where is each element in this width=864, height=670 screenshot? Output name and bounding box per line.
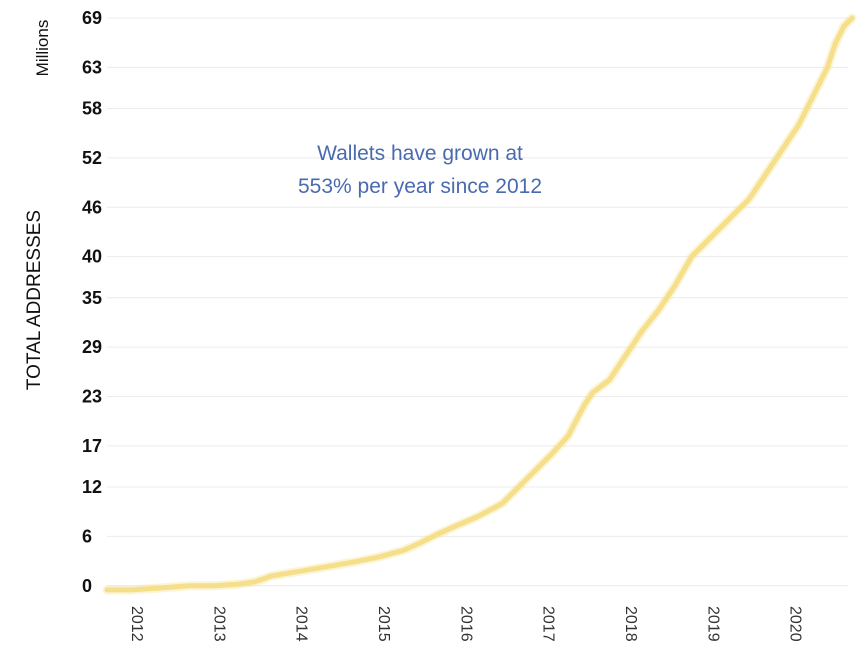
data-point xyxy=(319,565,324,570)
y-axis-units: Millions xyxy=(33,20,52,77)
data-point xyxy=(673,283,678,288)
x-tick-label: 2014 xyxy=(293,606,310,642)
x-tick-label: 2020 xyxy=(787,606,804,642)
data-point xyxy=(533,468,538,473)
x-tick-label: 2017 xyxy=(540,606,557,642)
x-tick-label: 2012 xyxy=(128,606,145,642)
y-tick-label: 17 xyxy=(82,436,102,456)
data-point xyxy=(714,229,719,234)
y-tick-label: 52 xyxy=(82,148,102,168)
data-point xyxy=(376,555,381,559)
y-tick-label: 63 xyxy=(82,57,102,77)
data-point xyxy=(825,65,830,70)
data-point xyxy=(500,501,505,506)
series-layer xyxy=(102,13,857,595)
data-point xyxy=(763,172,768,177)
y-tick-label: 23 xyxy=(82,387,102,407)
data-point xyxy=(780,147,785,152)
y-tick-label: 35 xyxy=(82,288,102,308)
data-point xyxy=(475,514,480,519)
data-point xyxy=(813,90,818,95)
data-point xyxy=(352,559,356,564)
y-axis-label: TOTAL ADDRESSES xyxy=(24,210,45,390)
x-tick-label: 2013 xyxy=(210,606,227,642)
x-tick-label: 2015 xyxy=(375,606,392,642)
data-point xyxy=(294,569,299,574)
data-point xyxy=(730,213,735,218)
y-tick-label: 12 xyxy=(82,477,102,497)
data-point xyxy=(154,586,159,591)
series-line-glow xyxy=(102,13,857,595)
data-point xyxy=(656,308,661,313)
data-point xyxy=(401,548,406,553)
data-point xyxy=(434,532,439,537)
series-line-total-addresses xyxy=(104,15,855,593)
data-point xyxy=(516,485,521,489)
data-point xyxy=(549,452,554,457)
data-point xyxy=(689,254,694,259)
y-tick-label: 40 xyxy=(82,247,102,267)
annotation-line-1: Wallets have grown at xyxy=(317,142,523,165)
gridlines xyxy=(107,17,848,587)
data-point xyxy=(590,390,595,395)
data-point xyxy=(747,197,752,201)
x-tick-label: 2019 xyxy=(704,606,721,642)
x-tick-label: 2018 xyxy=(622,606,639,642)
annotation-line-2: 553% per year since 2012 xyxy=(298,175,542,198)
data-point xyxy=(129,587,134,592)
x-axis-ticks: 2012201320142015201620172018201920202021 xyxy=(128,606,804,642)
data-point xyxy=(833,40,838,45)
data-point xyxy=(796,123,801,127)
data-point xyxy=(701,242,706,247)
data-point xyxy=(450,525,455,530)
data-point xyxy=(269,573,274,578)
data-point xyxy=(623,353,628,358)
y-tick-label: 69 xyxy=(82,8,102,28)
y-tick-label: 6 xyxy=(82,526,92,546)
data-point xyxy=(566,434,571,438)
data-point xyxy=(187,583,192,588)
y-tick-label: 46 xyxy=(82,197,102,217)
data-point xyxy=(417,541,422,545)
data-point xyxy=(105,587,109,592)
y-axis-ticks: 0 6 12 17 23 29 35 40 46 52 58 63 69 xyxy=(82,8,102,596)
data-point xyxy=(236,582,241,587)
data-point xyxy=(582,402,587,407)
y-tick-label: 0 xyxy=(82,576,92,596)
data-point xyxy=(607,378,612,383)
data-point xyxy=(253,579,258,584)
data-point xyxy=(850,16,855,20)
x-tick-label: 2016 xyxy=(457,606,474,642)
data-point xyxy=(212,583,216,588)
data-point xyxy=(640,328,645,333)
y-tick-label: 29 xyxy=(82,337,102,357)
y-tick-label: 58 xyxy=(82,99,102,119)
data-point xyxy=(841,24,846,29)
